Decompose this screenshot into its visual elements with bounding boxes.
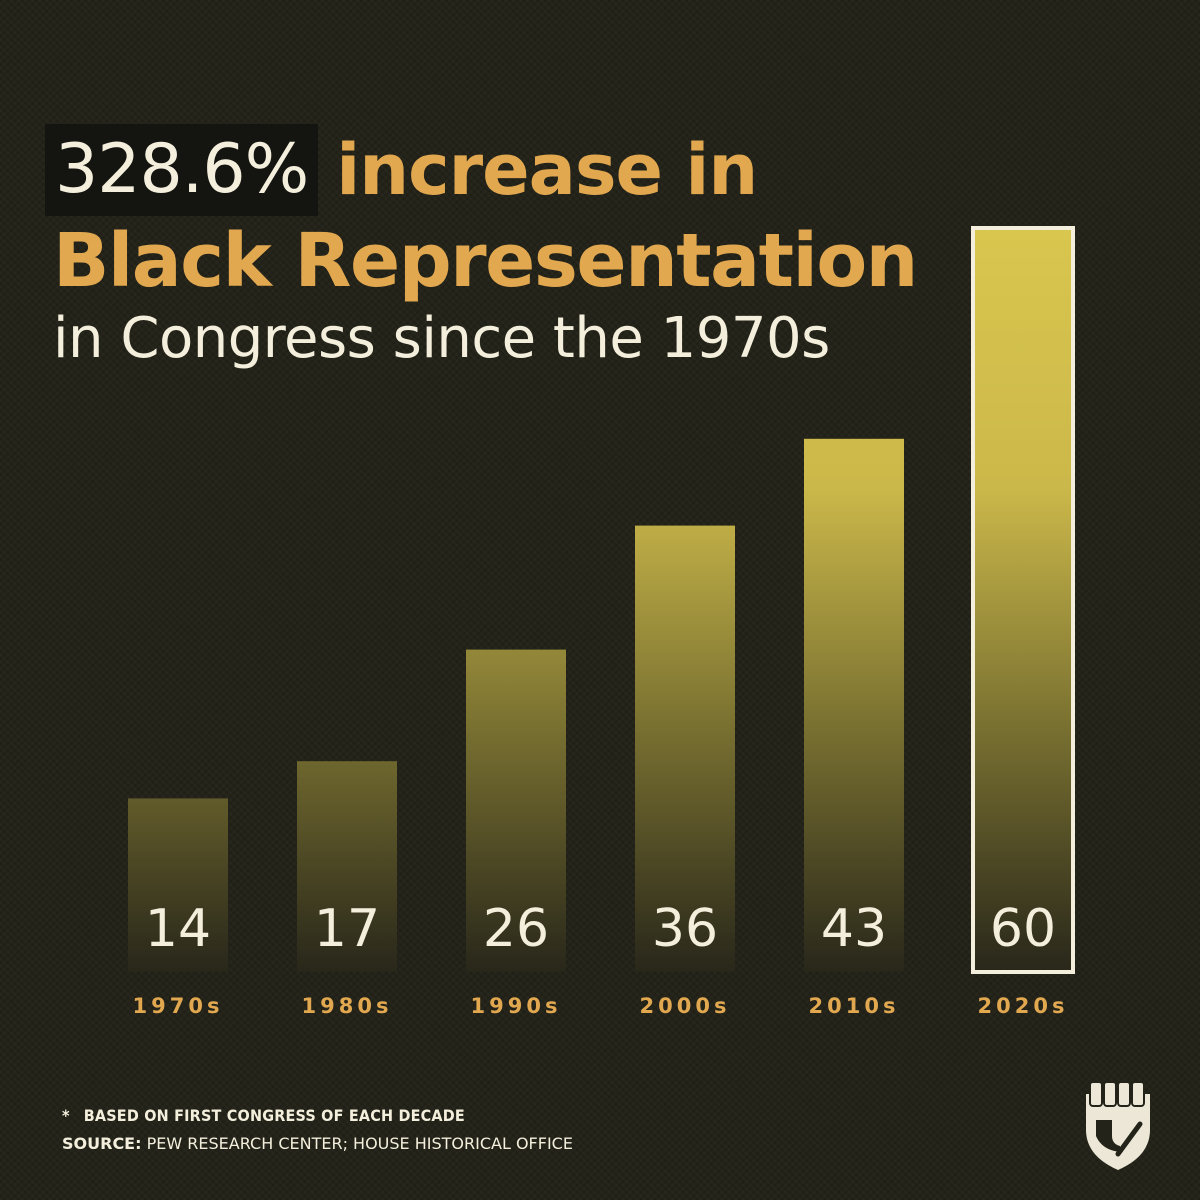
category-label: 2010s	[809, 994, 900, 1018]
bar-value-label: 26	[483, 899, 549, 959]
bar-1980s	[297, 761, 397, 972]
source-label: SOURCE:	[62, 1134, 142, 1153]
bar-2020s	[971, 226, 1075, 974]
bar-1970s	[128, 798, 228, 972]
footnote: * BASED ON FIRST CONGRESS OF EACH DECADE	[62, 1106, 465, 1125]
headline: 328.6% increase in Black Representation …	[45, 120, 918, 371]
source-line: SOURCE: PEW RESEARCH CENTER; HOUSE HISTO…	[62, 1134, 573, 1153]
bar-value-label: 14	[145, 899, 211, 959]
raised-fist-shield-icon	[1082, 1080, 1154, 1176]
category-label: 1990s	[471, 994, 562, 1018]
category-label: 2000s	[640, 994, 731, 1018]
category-label: 1980s	[302, 994, 393, 1018]
bar-2000s	[635, 525, 735, 972]
category-label: 1970s	[133, 994, 224, 1018]
bar-value-label: 43	[821, 899, 887, 959]
bar-value-label: 60	[990, 899, 1056, 959]
bar-1990s	[466, 649, 566, 972]
subtitle: in Congress since the 1970s	[53, 306, 830, 371]
source-text: PEW RESEARCH CENTER; HOUSE HISTORICAL OF…	[146, 1134, 573, 1153]
bar-2010s	[804, 438, 904, 972]
headline-line-1: 328.6% increase in	[45, 120, 917, 220]
percent-highlight: 328.6%	[45, 124, 319, 216]
footnote-marker: *	[62, 1106, 70, 1125]
bar-value-label: 36	[652, 899, 718, 959]
footnote-text: BASED ON FIRST CONGRESS OF EACH DECADE	[83, 1106, 465, 1125]
title-part-1: increase in	[336, 129, 758, 211]
title-part-2: Black Representation	[53, 218, 918, 304]
bar-value-label: 17	[314, 899, 380, 959]
category-label: 2020s	[978, 994, 1069, 1018]
